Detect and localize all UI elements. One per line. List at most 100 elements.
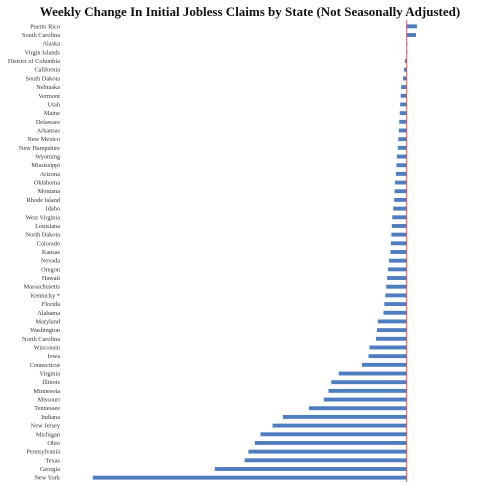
category-tick-label: Kansas	[42, 249, 61, 256]
category-tick-label: New York	[34, 475, 60, 482]
category-tick-label: Puerto Rico	[30, 23, 60, 30]
bar	[400, 102, 407, 107]
bar	[92, 475, 407, 480]
bar	[406, 24, 417, 29]
category-tick-label: South Dakota	[26, 75, 61, 82]
bar	[254, 440, 407, 445]
category-tick-label: Louisiana	[35, 223, 60, 230]
bar	[391, 224, 407, 228]
bar	[395, 180, 407, 185]
category-tick-label: Mississippi	[31, 162, 60, 169]
category-tick-label: Texas	[45, 457, 60, 464]
bar	[394, 189, 407, 194]
category-tick-label: Connecticut	[30, 362, 61, 369]
category-tick-label: Delaware	[36, 119, 60, 126]
bar	[331, 380, 407, 385]
bar	[368, 354, 407, 359]
bar	[389, 258, 407, 263]
bar	[403, 67, 407, 72]
bar	[404, 59, 407, 64]
category-tick-label: Nevada	[41, 258, 60, 265]
category-tick-label: Virginia	[40, 371, 61, 378]
category-tick-label: Virgin Islands	[25, 49, 61, 56]
bar	[384, 302, 407, 307]
bar	[401, 85, 407, 90]
category-tick-label: Missouri	[38, 397, 61, 404]
bar	[214, 467, 407, 471]
category-tick-label: Arkansas	[37, 127, 61, 134]
category-tick-label: Pennsylvania	[26, 449, 60, 456]
category-tick-label: Rhode Island	[27, 197, 61, 204]
bar	[387, 276, 407, 280]
category-tick-label: Utah	[48, 101, 61, 108]
bar	[393, 206, 407, 211]
category-tick-label: South Carolina	[22, 32, 60, 39]
category-tick-label: Illinois	[42, 379, 60, 386]
bar	[392, 215, 407, 220]
bar	[248, 449, 407, 454]
bar	[394, 197, 407, 202]
category-tick-label: Minnesota	[33, 388, 60, 395]
bar	[383, 310, 407, 315]
bar	[369, 345, 407, 350]
bar	[323, 397, 407, 402]
category-tick-label: Florida	[42, 301, 60, 308]
category-tick-label: Wisconsin	[34, 344, 61, 351]
category-tick-label: Nebraska	[36, 84, 60, 91]
bar	[390, 241, 407, 246]
bar	[400, 93, 407, 98]
bar	[244, 458, 407, 463]
category-tick-label: North Carolina	[22, 336, 60, 343]
category-tick-label: Kentucky *	[31, 292, 60, 299]
bar	[391, 232, 407, 237]
bar	[397, 145, 407, 150]
chart-title: Weekly Change In Initial Jobless Claims …	[39, 4, 461, 19]
bar	[396, 171, 407, 176]
bar	[272, 423, 407, 428]
category-tick-label: New Mexico	[27, 136, 60, 143]
category-tick-label: New Hampshire	[19, 145, 60, 152]
bar	[388, 267, 407, 272]
category-tick-label: Alaska	[43, 41, 61, 48]
category-tick-label: Vermont	[38, 93, 60, 100]
bar	[385, 293, 407, 298]
category-tick-label: Oregon	[41, 266, 61, 273]
bar	[402, 76, 407, 81]
category-tick-label: District of Columbia	[8, 58, 60, 65]
category-tick-label: Washington	[30, 327, 61, 334]
bar	[260, 432, 407, 437]
bar	[396, 154, 407, 159]
category-tick-label: Maine	[44, 110, 60, 117]
bar	[328, 388, 407, 393]
bar	[308, 406, 407, 411]
bar	[399, 119, 407, 124]
bar	[338, 371, 407, 376]
category-tick-label: Ohio	[47, 440, 60, 447]
category-tick-label: Hawaii	[42, 275, 60, 282]
category-tick-label: Massachusetts	[24, 284, 61, 291]
bar	[398, 137, 407, 142]
category-tick-label: Wyoming	[35, 154, 61, 161]
bar	[396, 163, 407, 168]
bar	[362, 362, 407, 367]
category-tick-label: Indiana	[41, 414, 60, 421]
category-tick-label: North Dakota	[26, 232, 61, 239]
bar	[398, 128, 407, 133]
category-tick-label: Colorado	[37, 240, 60, 247]
category-tick-label: Tennessee	[34, 405, 60, 412]
bar	[375, 336, 407, 341]
category-tick-label: Iowa	[47, 353, 60, 360]
category-tick-label: Idaho	[46, 206, 60, 213]
bar	[386, 284, 407, 289]
category-tick-label: West Virginia	[26, 214, 61, 221]
category-tick-label: Oklahoma	[34, 180, 60, 187]
category-tick-label: Alabama	[37, 310, 60, 317]
category-tick-label: New Jersey	[31, 423, 61, 430]
bar	[390, 250, 407, 254]
bar	[406, 33, 417, 37]
bar	[399, 111, 407, 116]
category-tick-label: California	[34, 67, 60, 74]
category-tick-label: Maryland	[36, 318, 61, 325]
category-tick-label: Arizona	[40, 171, 60, 178]
